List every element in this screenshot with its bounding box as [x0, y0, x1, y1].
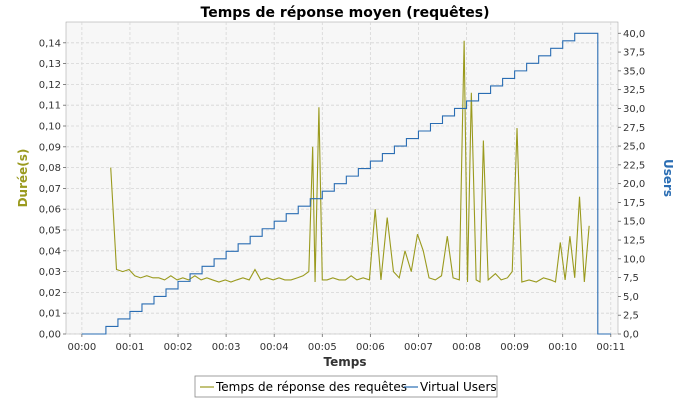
x-tick-label: 00:11: [596, 342, 625, 353]
legend: Temps de réponse des requêtes Virtual Us…: [194, 375, 498, 398]
right-tick-label: 25,0: [623, 142, 645, 153]
left-tick-label: 0,04: [39, 246, 61, 257]
x-tick-label: 00:06: [356, 342, 385, 353]
legend-label-virtual-users: Virtual Users: [420, 380, 497, 394]
left-tick-label: 0,13: [39, 59, 61, 70]
right-tick-label: 35,0: [623, 66, 645, 77]
left-tick-label: 0,06: [39, 205, 61, 216]
left-tick-label: 0,02: [39, 288, 61, 299]
x-tick-label: 00:03: [212, 342, 241, 353]
left-tick-label: 0,10: [39, 122, 61, 133]
x-tick-label: 00:01: [116, 342, 145, 353]
x-tick-label: 00:02: [164, 342, 193, 353]
right-tick-label: 22,5: [623, 160, 645, 171]
right-tick-label: 17,5: [623, 198, 645, 209]
virtual-users-line: [81, 32, 611, 335]
right-axis-ticks: 0,0 2,5 5,0 7,5 10,0 12,5 15,0 17,5 20,0 22,5 25,0…: [618, 29, 645, 341]
legend-label-response-time: Temps de réponse des requêtes: [215, 380, 407, 394]
left-tick-label: 0,14: [39, 38, 61, 49]
right-tick-label: 5,0: [623, 292, 639, 303]
right-tick-label: 0,0: [623, 330, 639, 341]
left-axis-title: Durée(s): [16, 149, 30, 208]
right-tick-label: 7,5: [623, 273, 639, 284]
series-group: [81, 32, 611, 335]
left-tick-label: 0,01: [39, 309, 61, 320]
x-tick-label: 00:10: [548, 342, 577, 353]
right-tick-label: 40,0: [623, 29, 645, 40]
right-tick-label: 10,0: [623, 254, 645, 265]
plot-area: [65, 21, 619, 335]
x-tick-label: 00:04: [260, 342, 289, 353]
left-tick-label: 0,09: [39, 142, 61, 153]
x-tick-label: 00:09: [500, 342, 529, 353]
response-time-line: [110, 40, 590, 283]
left-axis-ticks: 0,00 0,01 0,02 0,03 0,04 0,05 0,06 0,07 0,08 0,09…: [39, 38, 66, 341]
x-tick-label: 00:05: [308, 342, 337, 353]
left-tick-label: 0,00: [39, 330, 61, 341]
left-tick-label: 0,07: [39, 184, 61, 195]
right-tick-label: 37,5: [623, 48, 645, 59]
right-tick-label: 32,5: [623, 85, 645, 96]
grid: [66, 22, 618, 335]
chart-title: Temps de réponse moyen (requêtes): [201, 5, 490, 21]
right-tick-label: 12,5: [623, 236, 645, 247]
x-tick-label: 00:00: [67, 342, 96, 353]
left-tick-label: 0,05: [39, 226, 61, 237]
right-tick-label: 30,0: [623, 104, 645, 115]
right-tick-label: 20,0: [623, 179, 645, 190]
x-axis-title: Temps: [324, 355, 367, 369]
right-tick-label: 15,0: [623, 217, 645, 228]
left-tick-label: 0,03: [39, 267, 61, 278]
right-axis-title: Users: [661, 159, 675, 197]
x-tick-label: 00:07: [404, 342, 433, 353]
x-tick-label: 00:08: [452, 342, 481, 353]
left-tick-label: 0,11: [39, 101, 61, 112]
left-tick-label: 0,08: [39, 163, 61, 174]
right-tick-label: 2,5: [623, 311, 639, 322]
right-tick-label: 27,5: [623, 123, 645, 134]
x-axis-ticks: 00:00 00:01 00:02 00:03 00:04 00:05 00:06 00:07…: [67, 334, 625, 353]
left-tick-label: 0,12: [39, 80, 61, 91]
